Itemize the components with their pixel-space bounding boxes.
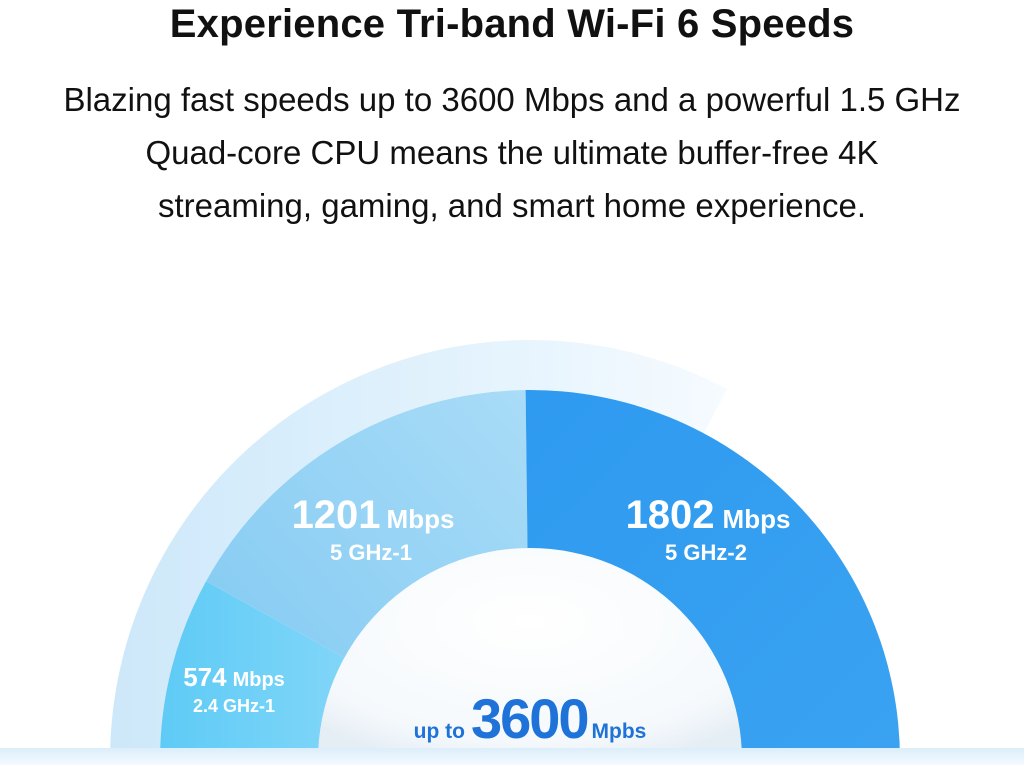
page-subtitle: Blazing fast speeds up to 3600 Mbps and … — [0, 73, 1024, 232]
total-prefix: up to — [414, 720, 465, 743]
segment-band: 5 GHz-1 — [330, 540, 412, 565]
subtitle-line: Blazing fast speeds up to 3600 Mbps and … — [63, 81, 961, 118]
base-shadow — [0, 748, 1024, 765]
page-title: Experience Tri-band Wi-Fi 6 Speeds — [169, 2, 855, 46]
segment-band: 2.4 GHz-1 — [193, 696, 275, 716]
subtitle-line: streaming, gaming, and smart home experi… — [157, 187, 867, 224]
segment-value: 1802 — [626, 493, 715, 537]
segment-unit: Mbps — [387, 504, 455, 534]
label-5ghz-1: 1201 Mbps 5 GHz-1 — [292, 493, 455, 565]
segment-band: 5 GHz-2 — [665, 540, 747, 565]
label-5ghz-2: 1802 Mbps 5 GHz-2 — [626, 493, 791, 565]
headline: Experience Tri-band Wi-Fi 6 Speeds Blazi… — [0, 0, 1024, 232]
total-speed-label: up to 3600 Mpbs — [414, 687, 647, 750]
segment-value: 1201 — [292, 493, 381, 537]
center-hub — [318, 548, 742, 760]
segment-value: 574 — [183, 662, 227, 692]
total-unit: Mpbs — [592, 720, 647, 743]
label-2-4ghz-1: 574 Mbps 2.4 GHz-1 — [183, 662, 285, 716]
outer-decorative-arc — [110, 339, 728, 760]
subtitle-line: Quad-core CPU means the ultimate buffer-… — [145, 134, 879, 171]
segment-unit: Mbps — [233, 669, 285, 691]
segment-unit: Mbps — [723, 504, 791, 534]
total-value: 3600 — [471, 687, 588, 750]
